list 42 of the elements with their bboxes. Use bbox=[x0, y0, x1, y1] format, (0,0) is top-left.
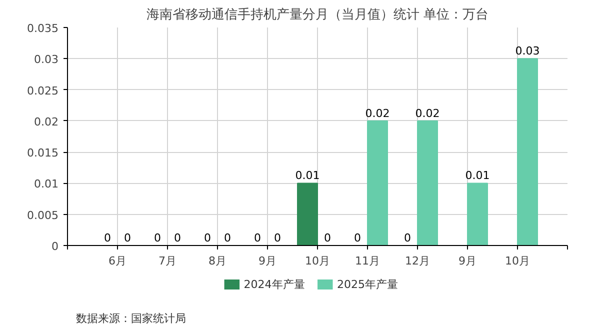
bar bbox=[467, 182, 488, 246]
source-note: 数据来源：国家统计局 bbox=[76, 312, 186, 325]
y-tick-label: 0.015 bbox=[27, 146, 59, 160]
x-tick-label: 11月 bbox=[355, 254, 380, 268]
x-tick-label: 9月 bbox=[258, 254, 276, 268]
x-tick-label: 7月 bbox=[158, 254, 176, 268]
y-tick-label: 0.025 bbox=[27, 84, 59, 98]
y-tick-label: 0.01 bbox=[34, 178, 59, 191]
bar bbox=[417, 120, 438, 246]
data-label: 0 bbox=[224, 232, 231, 244]
bar bbox=[297, 182, 318, 246]
x-tick-label: 10月 bbox=[505, 254, 530, 268]
data-label: 0 bbox=[254, 232, 261, 244]
bar bbox=[367, 120, 388, 246]
data-label: 0.02 bbox=[365, 106, 390, 120]
x-tick-label: 6月 bbox=[108, 254, 126, 268]
data-label: 0 bbox=[204, 232, 211, 244]
y-tick-label: 0 bbox=[52, 240, 58, 253]
data-label: 0.02 bbox=[415, 106, 440, 120]
data-label: 0 bbox=[354, 232, 361, 244]
data-label: 0.01 bbox=[295, 169, 320, 182]
x-tick-label: 8月 bbox=[208, 254, 226, 268]
y-tick-label: 0.005 bbox=[27, 208, 59, 222]
data-label: 0 bbox=[154, 232, 161, 244]
y-tick-label: 0.02 bbox=[34, 115, 59, 128]
data-label: 0 bbox=[174, 232, 181, 244]
x-tick-label: 9月 bbox=[458, 254, 476, 268]
data-label: 0 bbox=[324, 232, 331, 244]
data-label: 0 bbox=[104, 232, 111, 244]
chart-title: 海南省移动通信手持机产量分月（当月值）统计 单位：万台 bbox=[146, 8, 489, 22]
y-tick-label: 0.03 bbox=[34, 53, 59, 66]
data-label: 0 bbox=[404, 232, 411, 244]
legend-label: 2025年产量 bbox=[336, 278, 398, 291]
data-label: 0 bbox=[124, 232, 131, 244]
data-label: 0.03 bbox=[515, 44, 540, 58]
data-label: 0.01 bbox=[465, 169, 490, 182]
legend-label: 2024年产量 bbox=[244, 278, 305, 291]
y-tick-label: 0.035 bbox=[27, 22, 59, 35]
bar bbox=[517, 58, 538, 246]
data-label: 0 bbox=[274, 232, 281, 244]
x-tick-label: 12月 bbox=[405, 254, 430, 268]
x-tick-label: 10月 bbox=[305, 254, 330, 268]
